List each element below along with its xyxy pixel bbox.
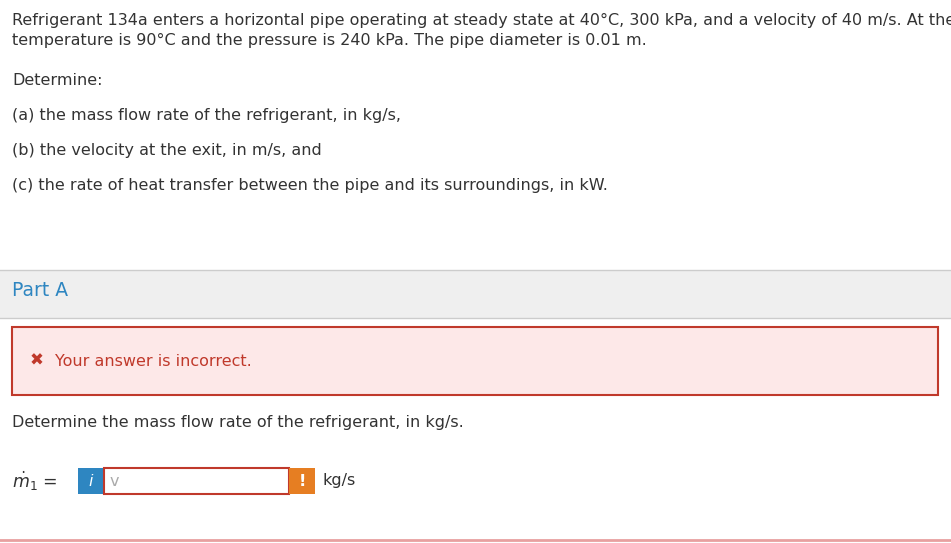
Text: v: v: [110, 473, 120, 489]
FancyBboxPatch shape: [0, 318, 951, 543]
FancyBboxPatch shape: [12, 327, 938, 395]
Text: Your answer is incorrect.: Your answer is incorrect.: [55, 353, 252, 369]
Text: (c) the rate of heat transfer between the pipe and its surroundings, in kW.: (c) the rate of heat transfer between th…: [12, 178, 608, 193]
Text: Determine the mass flow rate of the refrigerant, in kg/s.: Determine the mass flow rate of the refr…: [12, 415, 464, 430]
FancyBboxPatch shape: [0, 270, 951, 543]
Text: Determine:: Determine:: [12, 73, 103, 88]
Text: !: !: [299, 473, 305, 489]
Text: ✖: ✖: [30, 352, 44, 370]
Text: temperature is 90°C and the pressure is 240 kPa. The pipe diameter is 0.01 m.: temperature is 90°C and the pressure is …: [12, 33, 647, 48]
FancyBboxPatch shape: [78, 468, 104, 494]
Text: $\dot{m}_1$ =: $\dot{m}_1$ =: [12, 469, 58, 493]
Text: Refrigerant 134a enters a horizontal pipe operating at steady state at 40°C, 300: Refrigerant 134a enters a horizontal pip…: [12, 13, 951, 28]
FancyBboxPatch shape: [104, 468, 289, 494]
Text: i: i: [88, 473, 93, 489]
Text: Part A: Part A: [12, 281, 68, 300]
FancyBboxPatch shape: [289, 468, 315, 494]
Text: (b) the velocity at the exit, in m/s, and: (b) the velocity at the exit, in m/s, an…: [12, 143, 321, 158]
Text: (a) the mass flow rate of the refrigerant, in kg/s,: (a) the mass flow rate of the refrigeran…: [12, 108, 401, 123]
Text: kg/s: kg/s: [323, 473, 357, 489]
